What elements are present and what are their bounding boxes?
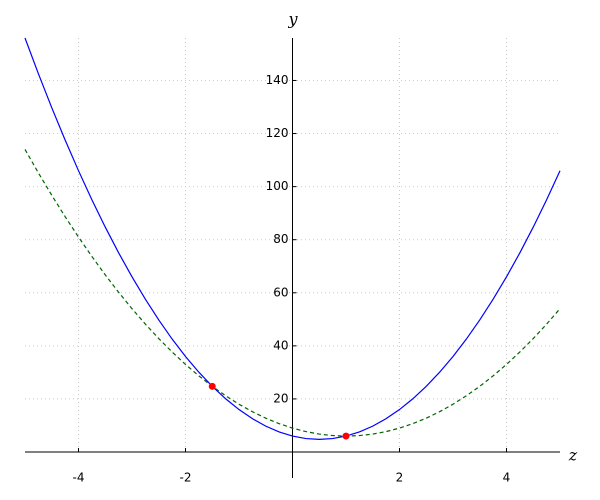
y-tick-label: 80 xyxy=(273,232,288,246)
curve xyxy=(24,37,561,440)
y-axis-label: y xyxy=(287,10,298,29)
y-tick-label: 120 xyxy=(266,126,289,140)
y-tick-label: 20 xyxy=(273,391,288,405)
y-tick-label: 140 xyxy=(266,73,289,87)
point xyxy=(208,382,216,390)
y-tick-label: 100 xyxy=(266,179,289,193)
x-tick-label: 2 xyxy=(396,471,404,485)
y-tick-label: 60 xyxy=(273,285,288,299)
x-axis-label: z xyxy=(568,446,578,465)
point xyxy=(342,432,350,440)
x-tick-label: 4 xyxy=(503,471,511,485)
curve xyxy=(24,149,561,437)
y-tick-label: 40 xyxy=(273,338,288,352)
x-tick-label: -4 xyxy=(73,471,85,485)
x-tick-label: -2 xyxy=(180,471,192,485)
